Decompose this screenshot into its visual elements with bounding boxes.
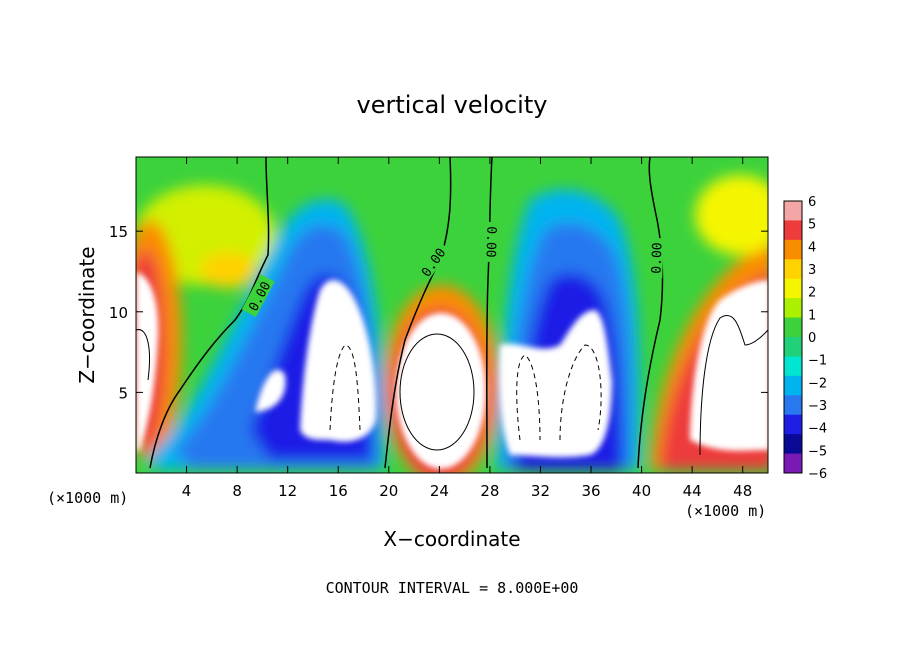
x-tick-label: 8 [232,482,242,500]
x-unit-left: (×1000 m) [47,489,128,507]
y-tick-label: 5 [118,384,128,402]
colorbar-tick-label: 6 [808,195,816,210]
contour-label-bg [414,240,451,283]
x-tick-label: 32 [531,482,550,500]
x-tick-label: 48 [733,482,752,500]
x-tick-label: 12 [278,482,297,500]
x-axis-label: X−coordinate [383,527,520,551]
x-tick-label: 24 [430,482,449,500]
colorbar-swatch [784,337,802,357]
colorbar-tick-label: 4 [808,240,816,255]
chart-title: vertical velocity [357,91,548,119]
y-axis-ticks: 5 10 15 [109,223,768,402]
colorbar-tick-label: −3 [808,399,827,414]
colorbar-tick-label: 3 [808,263,816,278]
zero-contours [149,157,664,469]
contour-interval-note: CONTOUR INTERVAL = 8.000E+00 [326,579,579,597]
y-tick-label: 15 [109,223,128,241]
colorbar-tick-label: 1 [808,308,816,323]
colorbar-swatch [784,317,802,338]
x-tick-label: 16 [329,482,348,500]
plot-frame [135,156,769,474]
velocity-field: 0.000.000.000.00 [136,157,768,473]
contour-label: 0.00 [482,226,498,258]
colorbar-swatch [784,278,802,299]
colorbar-tick-label: 0 [808,331,816,346]
colorbar-swatch [784,395,802,416]
x-tick-label: 4 [182,482,192,500]
colorbar-tick-label: −5 [808,444,827,459]
colorbar-swatch [784,434,802,455]
colorbar-tick-label: 2 [808,286,816,301]
colorbar-frame [783,200,803,474]
y-tick-label: 10 [109,304,128,322]
colorbar-swatch [784,259,802,280]
colorbar-swatch [784,453,802,474]
colorbar-swatch [784,375,802,396]
colorbar-tick-label: −2 [808,376,827,391]
colorbar-swatch [784,414,802,435]
x-axis-ticks: 4 8 12 16 20 24 28 32 36 40 44 48 [182,157,752,500]
x-tick-label: 44 [683,482,702,500]
colorbar-swatch [784,239,802,260]
colorbar-tick-label: −4 [808,422,827,437]
x-tick-label: 40 [632,482,651,500]
contour-label: 0.00 [649,242,665,274]
y-axis-label: Z−coordinate [75,246,99,383]
x-tick-label: 20 [379,482,398,500]
contour-label-bg [484,221,502,263]
colorbar-swatch [784,220,802,241]
x-tick-label: 28 [480,482,499,500]
contour-label-bg [646,237,664,279]
colorbar-swatch [784,298,802,319]
contour-label-bg [241,274,275,317]
colorbar: 6 5 4 3 2 1 0 −1 −2 −3 −4 −5 −6 [783,195,827,482]
x-unit-right: (×1000 m) [685,502,766,520]
x-tick-label: 36 [581,482,600,500]
colorbar-swatch [784,356,802,377]
colorbar-tick-label: −1 [808,354,827,369]
colorbar-swatch [784,201,802,221]
colorbar-tick-label: 5 [808,218,816,233]
colorbar-tick-label: −6 [808,467,827,482]
